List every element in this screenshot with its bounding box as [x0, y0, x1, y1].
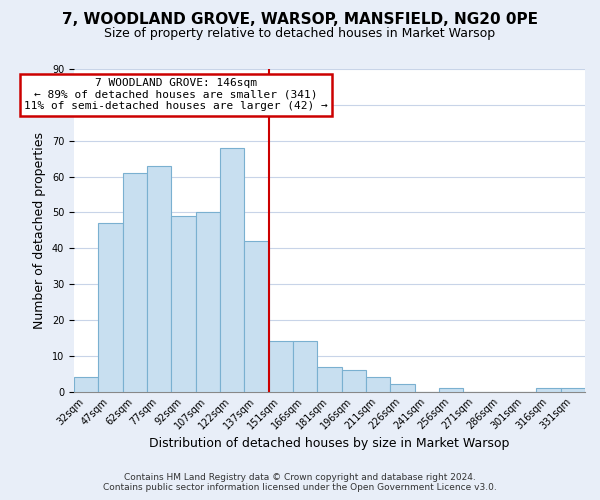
- Bar: [98, 223, 122, 392]
- Bar: [366, 378, 390, 392]
- Bar: [196, 212, 220, 392]
- Bar: [560, 388, 585, 392]
- Bar: [171, 216, 196, 392]
- Bar: [147, 166, 171, 392]
- Bar: [220, 148, 244, 392]
- Text: Contains HM Land Registry data © Crown copyright and database right 2024.
Contai: Contains HM Land Registry data © Crown c…: [103, 473, 497, 492]
- Bar: [293, 342, 317, 392]
- Bar: [439, 388, 463, 392]
- Bar: [269, 342, 293, 392]
- Bar: [390, 384, 415, 392]
- Bar: [536, 388, 560, 392]
- Y-axis label: Number of detached properties: Number of detached properties: [33, 132, 46, 329]
- Bar: [74, 378, 98, 392]
- X-axis label: Distribution of detached houses by size in Market Warsop: Distribution of detached houses by size …: [149, 437, 509, 450]
- Bar: [317, 366, 341, 392]
- Text: 7, WOODLAND GROVE, WARSOP, MANSFIELD, NG20 0PE: 7, WOODLAND GROVE, WARSOP, MANSFIELD, NG…: [62, 12, 538, 28]
- Bar: [244, 241, 269, 392]
- Text: 7 WOODLAND GROVE: 146sqm
← 89% of detached houses are smaller (341)
11% of semi-: 7 WOODLAND GROVE: 146sqm ← 89% of detach…: [24, 78, 328, 111]
- Bar: [341, 370, 366, 392]
- Text: Size of property relative to detached houses in Market Warsop: Size of property relative to detached ho…: [104, 28, 496, 40]
- Bar: [122, 173, 147, 392]
